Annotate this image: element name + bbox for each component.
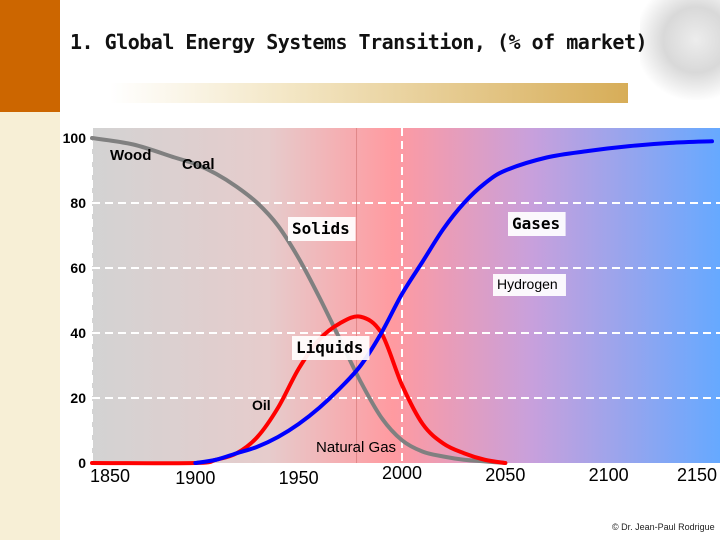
x-tick-label: 1900 (175, 468, 215, 488)
credit-text: © Dr. Jean-Paul Rodrigue (612, 522, 715, 532)
y-tick-label: 20 (70, 390, 86, 406)
x-tick-label: 2100 (589, 465, 629, 485)
annotation-coal: Coal (182, 156, 215, 173)
x-tick-label: 2150 (677, 465, 717, 485)
slide-title: 1. Global Energy Systems Transition, (% … (70, 30, 648, 54)
annotation-oil: Oil (252, 397, 271, 413)
annotation-natural-gas: Natural Gas (316, 439, 396, 456)
y-tick-label: 100 (63, 130, 87, 146)
x-tick-label: 2050 (485, 465, 525, 485)
annotation-label: Oil (252, 397, 271, 413)
annotation-hydrogen: Hydrogen (493, 274, 566, 296)
series-gases-line (193, 139, 714, 465)
annotation-wood: Wood (110, 147, 151, 164)
x-tick-label: 2000 (382, 463, 422, 483)
annotation-box (292, 336, 370, 360)
annotation-label: Coal (182, 156, 215, 173)
annotation-solids: Solids (288, 217, 356, 241)
accent-bar (0, 0, 60, 112)
annotation-label: Wood (110, 147, 151, 164)
annotation-box (493, 274, 566, 296)
annotation-label: Liquids (296, 338, 363, 357)
x-tick-labels: 1850 1900 1950 2000 2050 2100 2150 (90, 463, 717, 488)
series-solids-line (90, 136, 508, 465)
annotation-label: Natural Gas (316, 439, 396, 456)
y-tick-label: 60 (70, 260, 86, 276)
y-tick-label: 40 (70, 325, 86, 341)
annotation-label: Gases (512, 214, 560, 233)
x-tick-label: 1850 (90, 466, 130, 486)
y-tick-labels: 0 20 40 60 80 100 (63, 130, 87, 471)
annotation-box (508, 212, 566, 236)
accent-bar-lower (0, 112, 60, 540)
annotations: Wood Coal Solids Gases Hydrogen Liquids Oil Nat… (110, 147, 566, 456)
annotation-box (288, 217, 356, 241)
x-tick-label: 1950 (279, 468, 319, 488)
grid-lines (91, 128, 720, 463)
title-underline (110, 83, 628, 103)
annotation-label: Solids (292, 219, 350, 238)
annotation-gases: Gases (508, 212, 566, 236)
y-tick-label: 0 (78, 455, 86, 471)
globe-image (640, 0, 720, 100)
y-tick-label: 80 (70, 195, 86, 211)
annotation-label: Hydrogen (497, 276, 558, 292)
plot-background (92, 128, 720, 463)
annotation-liquids: Liquids (292, 336, 370, 360)
curves (90, 136, 714, 466)
